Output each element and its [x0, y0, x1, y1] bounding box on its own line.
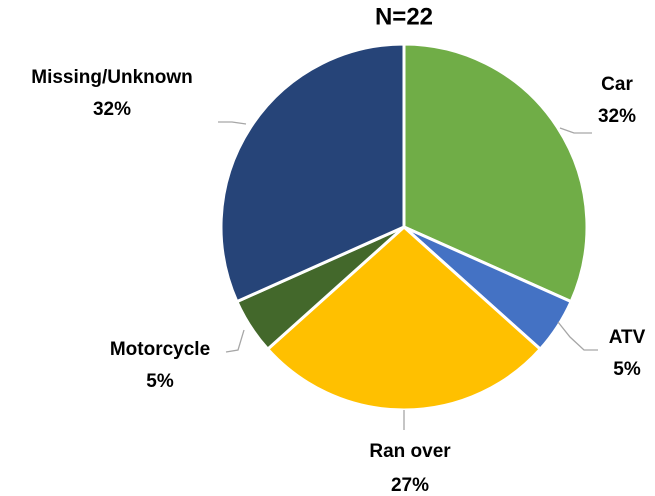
- leader-line: [557, 321, 598, 351]
- slice-label: Motorcycle: [110, 339, 210, 360]
- leader-line: [225, 329, 245, 353]
- slice-label: Missing/Unknown: [31, 67, 193, 88]
- slice-value: 32%: [93, 99, 131, 120]
- slice-value: 32%: [598, 106, 636, 127]
- chart-title: N=22: [375, 3, 433, 30]
- slice-label: Ran over: [369, 441, 451, 462]
- slice-value: 5%: [146, 371, 174, 392]
- slice-label: ATV: [609, 327, 646, 348]
- leader-line: [559, 127, 592, 134]
- slice-label: Car: [601, 74, 633, 95]
- pie-slice: [219, 42, 406, 304]
- pie-slice: [402, 42, 589, 304]
- slice-value: 5%: [613, 359, 641, 380]
- slice-value: 27%: [391, 475, 429, 496]
- leader-line: [218, 121, 247, 125]
